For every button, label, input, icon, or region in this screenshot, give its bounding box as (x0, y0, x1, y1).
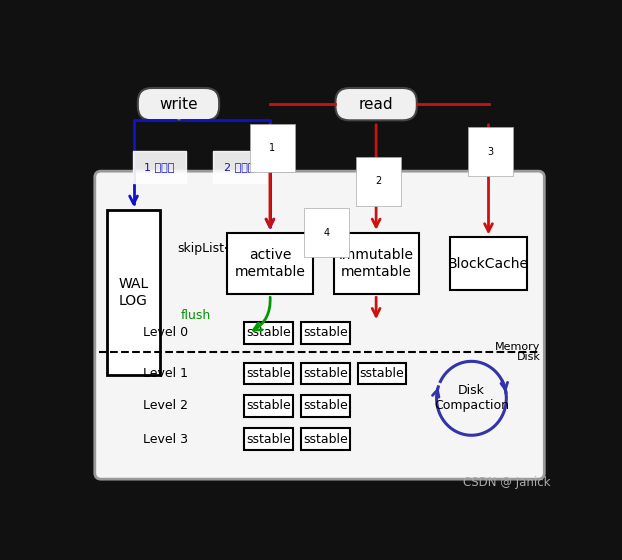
Text: sstable: sstable (246, 399, 291, 413)
Text: Level 3: Level 3 (143, 433, 188, 446)
Text: sstable: sstable (246, 367, 291, 380)
Text: active
memtable: active memtable (234, 249, 305, 279)
Bar (107, 209, 160, 375)
Text: Disk: Disk (458, 384, 485, 397)
Bar (358, 363, 406, 384)
Text: Level 0: Level 0 (142, 326, 188, 339)
Text: sstable: sstable (246, 326, 291, 339)
Text: Disk: Disk (516, 352, 541, 362)
Text: Memory: Memory (495, 342, 541, 352)
FancyBboxPatch shape (138, 88, 219, 120)
Text: CSDN @ Janick: CSDN @ Janick (463, 476, 550, 489)
Bar (244, 428, 293, 450)
Text: 1: 1 (269, 143, 276, 153)
Text: sstable: sstable (303, 367, 348, 380)
Text: 2: 2 (375, 176, 381, 186)
Bar (450, 237, 527, 290)
Bar (244, 395, 293, 417)
FancyBboxPatch shape (335, 88, 417, 120)
Text: Compaction: Compaction (434, 399, 509, 413)
Text: immutable
memtable: immutable memtable (338, 249, 414, 279)
Text: flush: flush (180, 310, 211, 323)
Bar (244, 363, 293, 384)
Text: sstable: sstable (360, 367, 404, 380)
Text: skipList: skipList (177, 242, 224, 255)
Text: write: write (159, 97, 198, 111)
Text: 3: 3 (488, 147, 494, 157)
Bar (301, 428, 350, 450)
Text: Level 1: Level 1 (143, 367, 188, 380)
Text: WAL
LOG: WAL LOG (118, 277, 149, 307)
Text: sstable: sstable (303, 399, 348, 413)
Text: 4: 4 (324, 228, 330, 238)
Text: read: read (359, 97, 394, 111)
Text: BlockCache: BlockCache (448, 256, 529, 270)
Text: 2 内存写: 2 内存写 (224, 162, 254, 172)
FancyBboxPatch shape (95, 171, 544, 479)
Text: sstable: sstable (303, 326, 348, 339)
Bar (301, 363, 350, 384)
Bar (227, 233, 313, 295)
Bar (244, 322, 293, 344)
Bar (333, 233, 419, 295)
Bar (301, 322, 350, 344)
Text: 1 顺序写: 1 顺序写 (144, 162, 175, 172)
Bar (301, 395, 350, 417)
Text: Level 2: Level 2 (143, 399, 188, 413)
Text: sstable: sstable (303, 433, 348, 446)
Text: sstable: sstable (246, 433, 291, 446)
